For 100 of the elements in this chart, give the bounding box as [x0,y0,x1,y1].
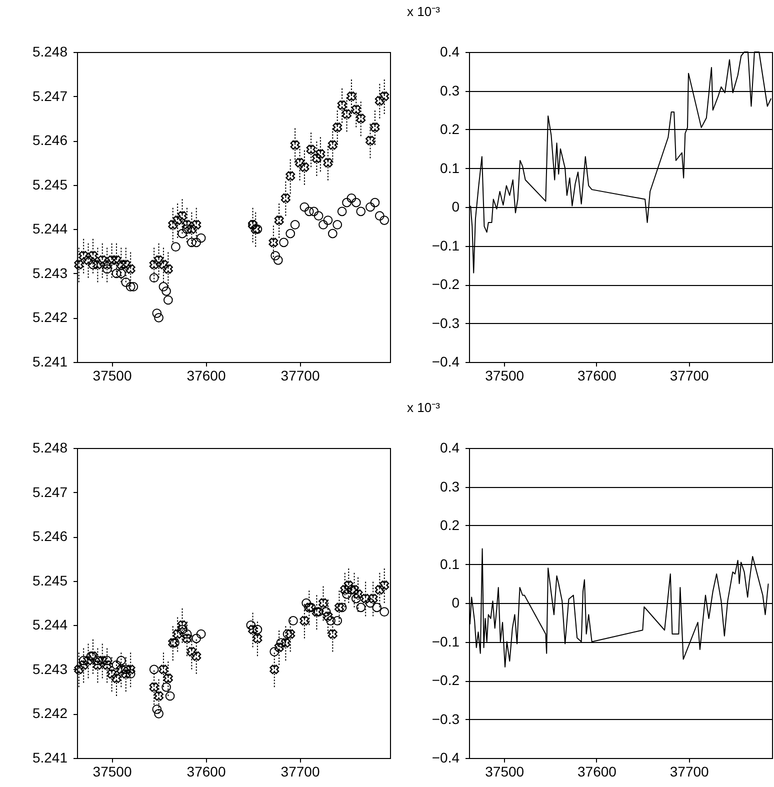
point [314,211,324,221]
point [163,264,173,274]
point [312,154,322,164]
point [328,228,338,238]
point [300,162,310,172]
point [192,651,202,661]
y-tick-label: −0.1 [432,237,460,254]
point [98,255,108,265]
point [158,664,168,674]
point [318,598,328,608]
point [316,149,326,159]
y-tick-label: 5.244 [32,616,68,633]
y-tick-label: 0.3 [440,478,460,494]
point [280,193,290,203]
point [290,140,300,150]
point [318,220,328,230]
x-tick-label: 37600 [186,764,226,780]
point [374,211,384,221]
point [300,616,310,626]
point [279,238,288,248]
y-tick-label: 0.1 [440,556,460,572]
point [268,238,278,248]
x-tick-label: 37700 [670,764,710,780]
y-tick-label: 5.242 [32,309,68,326]
y-tick-label: −0.3 [432,314,460,331]
point [323,612,333,622]
point [248,624,258,634]
point [163,295,173,305]
point [152,704,162,714]
point [332,616,342,626]
point [192,238,202,248]
point [102,660,112,670]
point [370,198,380,208]
y-tick-label: 5.248 [32,440,68,456]
point [107,255,117,265]
point [370,122,380,132]
point [182,629,192,639]
point [163,674,173,684]
point [252,634,262,644]
x-tick-label: 37500 [92,764,132,780]
text: x 10⁻³ [407,400,441,415]
point [270,664,280,674]
point [74,664,84,674]
y-tick-label: 0.2 [440,121,460,137]
point [158,282,168,292]
x-tick-label: 37500 [92,368,132,384]
point [116,260,126,270]
point [158,260,168,270]
point [84,255,94,265]
point [346,92,356,102]
point [270,251,280,260]
point [98,656,108,666]
y-tick-label: 5.246 [32,528,68,544]
point [112,268,122,278]
point [360,594,370,604]
point [92,660,102,670]
point [162,286,171,296]
point [337,206,347,216]
y-tick-label: 5.241 [32,354,68,370]
point [196,233,206,243]
y-tick-label: 5.241 [32,750,68,766]
point [323,216,333,225]
point [374,584,384,594]
y-tick-label: 5.247 [32,88,68,104]
point [178,228,187,238]
point [368,594,378,604]
point [154,691,164,701]
point [149,682,159,692]
point [374,96,384,106]
x-tick-label: 37500 [485,764,524,780]
line-series [469,548,769,668]
x-tick-label: 37600 [578,764,617,780]
x-tick-label: 37700 [670,368,710,384]
point [372,602,382,612]
y-tick-label: −0.4 [432,354,460,370]
point [126,264,136,274]
x-tick-label: 37700 [280,764,320,780]
point [380,607,390,617]
point [300,202,310,212]
y-tick-label: 0.4 [440,44,460,60]
point [273,255,283,265]
point [149,260,159,270]
point [78,660,88,670]
point [366,136,375,146]
point [288,616,298,626]
point [270,647,280,656]
point [112,255,122,265]
y-tick-label: 0.2 [440,517,460,533]
point [128,282,138,292]
y-tick-label: −0.3 [432,710,460,727]
point [350,584,360,594]
point [172,629,182,639]
point [380,216,390,225]
x-tick-label: 37600 [578,368,617,384]
point [154,709,164,718]
point [121,260,131,270]
point [286,228,296,238]
y-tick-label: 0.4 [440,440,460,456]
point [154,255,164,265]
point [178,620,188,630]
